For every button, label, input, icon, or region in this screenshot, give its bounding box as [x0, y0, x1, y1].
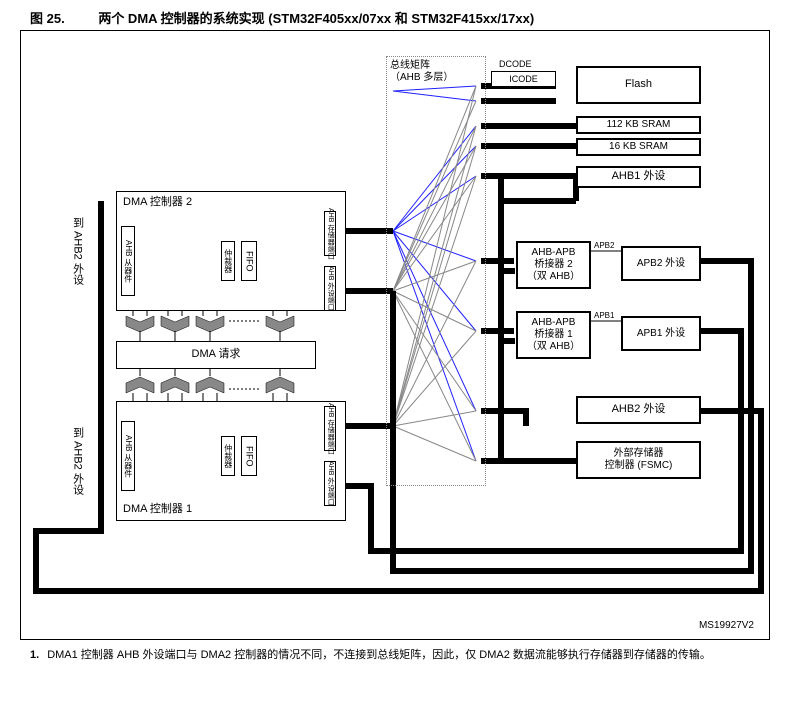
dma2-slave: AHB 从器件 [121, 226, 135, 296]
bus-matrix: 总线矩阵（AHB 多层） [386, 56, 486, 486]
dma1-periport: AHB 外设端口 [324, 461, 336, 506]
apb1-block: APB1 外设 [621, 316, 701, 351]
ahb2-label-bottom: 到 AHB2 外设 [66, 411, 88, 511]
apb1-label: APB1 [594, 311, 614, 320]
icode-box: ICODE [491, 71, 556, 87]
dma2-memport: AHB 存储器端口 [324, 211, 336, 256]
dma1-slave: AHB 从器件 [121, 421, 135, 491]
dma2-arbiter: 仲裁器 [221, 241, 235, 281]
dma1-arbiter: 仲裁器 [221, 436, 235, 476]
flash-block: Flash [576, 66, 701, 104]
ahb2-label-top: 到 AHB2 外设 [66, 201, 88, 301]
dma1-memport: AHB 存储器端口 [324, 406, 336, 451]
apb2-label: APB2 [594, 241, 614, 250]
figure-title: 两个 DMA 控制器的系统实现 (STM32F405xx/07xx 和 STM3… [98, 11, 534, 26]
diagram-frame: 到 AHB2 外设 到 AHB2 外设 DMA 控制器 2 AHB 从器件 仲裁… [20, 30, 770, 640]
ahb2-block: AHB2 外设 [576, 396, 701, 424]
ms-id: MS19927V2 [699, 620, 754, 631]
dma-request-block: DMA 请求 [116, 341, 316, 369]
bridge2-block: AHB-APB桥接器 2（双 AHB） [516, 241, 591, 289]
footnote: 1.DMA1 控制器 AHB 外设端口与 DMA2 控制器的情况不同，不连接到总… [30, 648, 770, 662]
bridge1-block: AHB-APB桥接器 1（双 AHB） [516, 311, 591, 359]
sram112-block: 112 KB SRAM [576, 116, 701, 134]
sram16-block: 16 KB SRAM [576, 138, 701, 156]
fsmc-block: 外部存储器控制器 (FSMC) [576, 441, 701, 479]
dcode-label: DCODE [499, 59, 532, 69]
apb2-block: APB2 外设 [621, 246, 701, 281]
dma2-periport: AHB 外设端口 [324, 266, 336, 311]
ahb1-block: AHB1 外设 [576, 166, 701, 188]
dma1-fifo: FIFO [241, 436, 257, 476]
dma2-fifo: FIFO [241, 241, 257, 281]
figure-number: 图 25. [30, 11, 65, 26]
